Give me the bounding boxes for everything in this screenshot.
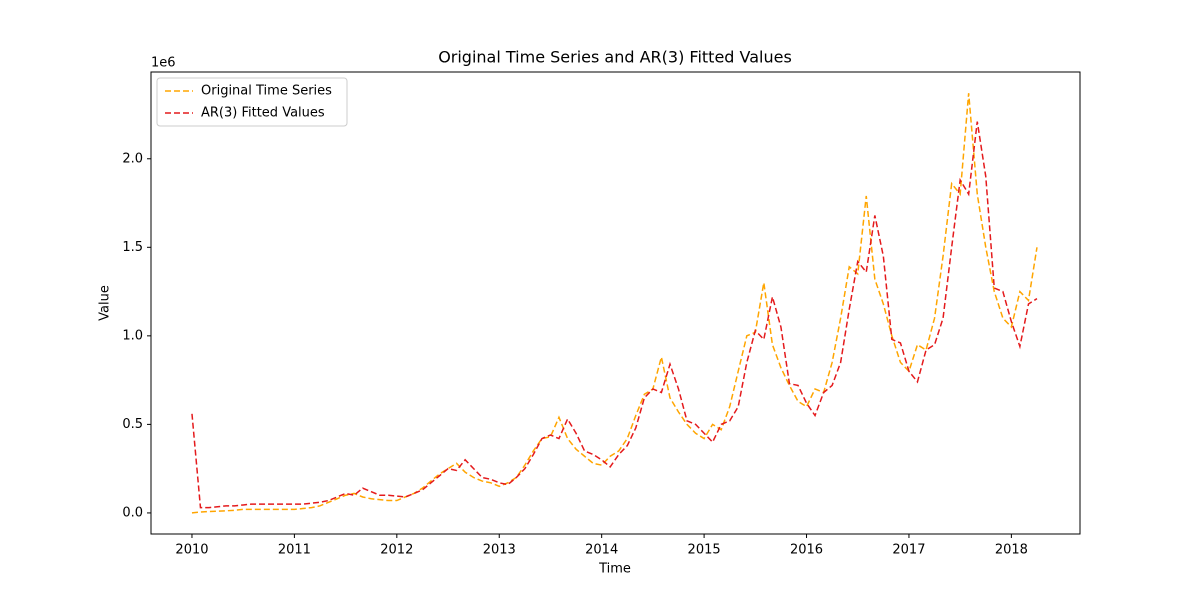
series-line — [191, 93, 1038, 514]
plot-frame — [150, 71, 1081, 535]
x-tick-label: 2016 — [790, 543, 823, 558]
chart-title: Original Time Series and AR(3) Fitted Va… — [438, 48, 792, 67]
x-tick-label: 2018 — [995, 543, 1028, 558]
x-axis-label: Time — [598, 562, 631, 577]
x-tick-label: 2012 — [380, 543, 413, 558]
x-tick-label: 2015 — [688, 543, 721, 558]
y-tick-label: 0.0 — [122, 505, 143, 520]
x-tick-label: 2011 — [278, 543, 311, 558]
series-line — [191, 121, 1038, 509]
y-axis-label: Value — [98, 285, 113, 321]
legend-box — [156, 77, 348, 127]
legend-label: AR(3) Fitted Values — [201, 106, 325, 121]
y-tick-label: 1.5 — [122, 240, 143, 255]
x-tick-label: 2014 — [585, 543, 618, 558]
x-tick-label: 2013 — [483, 543, 516, 558]
x-tick-label: 2017 — [892, 543, 925, 558]
legend-label: Original Time Series — [201, 84, 332, 99]
x-tick-label: 2010 — [175, 543, 208, 558]
y-tick-label: 2.0 — [122, 151, 143, 166]
y-offset-label: 1e6 — [151, 56, 176, 71]
y-tick-label: 0.5 — [122, 417, 143, 432]
y-tick-label: 1.0 — [122, 328, 143, 343]
